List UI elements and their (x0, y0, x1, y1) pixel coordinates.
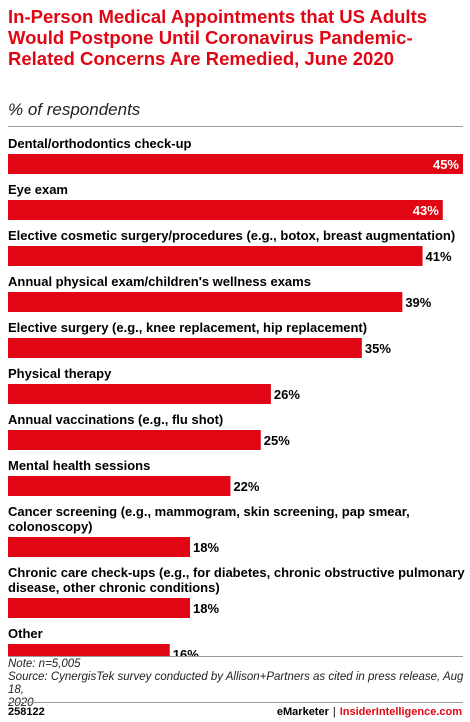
category-label: Other (8, 626, 43, 641)
value-label: 18% (193, 601, 219, 616)
bottom-divider (8, 702, 463, 703)
bar (8, 476, 231, 496)
value-label: 16% (173, 647, 199, 656)
source-line-1: Source: CynergisTek survey conducted by … (8, 671, 464, 696)
source-line-2: 2020 (8, 697, 34, 709)
value-label: 18% (193, 540, 219, 555)
bar (8, 598, 190, 618)
category-label: Elective cosmetic surgery/procedures (e.… (8, 228, 455, 243)
category-label: Mental health sessions (8, 458, 150, 473)
chart-subtitle: % of respondents (8, 100, 141, 119)
bar (8, 154, 463, 174)
category-label: disease, other chronic conditions) (8, 580, 220, 595)
brand-emarketer[interactable]: eMarketer (276, 706, 329, 718)
category-label: Elective surgery (e.g., knee replacement… (8, 320, 367, 335)
category-label: Physical therapy (8, 366, 112, 381)
value-label: 41% (426, 249, 452, 264)
category-label: Cancer screening (e.g., mammogram, skin … (8, 504, 410, 519)
bar (8, 537, 190, 557)
category-label: Chronic care check-ups (e.g., for diabet… (8, 565, 465, 580)
value-label: 22% (233, 479, 259, 494)
brand-footer: eMarketer | InsiderIntelligence.com (277, 706, 462, 718)
bar (8, 338, 362, 358)
value-label: 35% (365, 341, 391, 356)
brand-separator: | (332, 706, 336, 718)
chart-title: In-Person Medical Appointments that US A… (8, 6, 428, 69)
bar (8, 384, 271, 404)
category-label: Eye exam (8, 182, 68, 197)
category-label: Annual vaccinations (e.g., flu shot) (8, 412, 223, 427)
bar (8, 644, 170, 656)
top-divider (8, 126, 463, 127)
value-label: 45% (433, 157, 459, 172)
value-label: 26% (274, 387, 300, 402)
value-label: 39% (405, 295, 431, 310)
category-label: Annual physical exam/children's wellness… (8, 274, 311, 289)
value-label: 25% (264, 433, 290, 448)
bar (8, 246, 423, 266)
bar (8, 430, 261, 450)
bar (8, 292, 403, 312)
bar (8, 200, 443, 220)
footer-divider (8, 656, 463, 657)
chart-id: 258122 (8, 706, 45, 718)
category-label: Dental/orthodontics check-up (8, 136, 192, 151)
value-label: 43% (413, 203, 439, 218)
note-text: Note: n=5,005 (8, 658, 81, 670)
category-label: colonoscopy) (8, 519, 93, 534)
footnote: Note: n=5,005 Source: CynergisTek survey… (8, 658, 468, 710)
brand-insiderintelligence[interactable]: InsiderIntelligence.com (339, 706, 462, 718)
bar-chart: Dental/orthodontics check-up 45% Eye exam 4… (8, 136, 465, 656)
